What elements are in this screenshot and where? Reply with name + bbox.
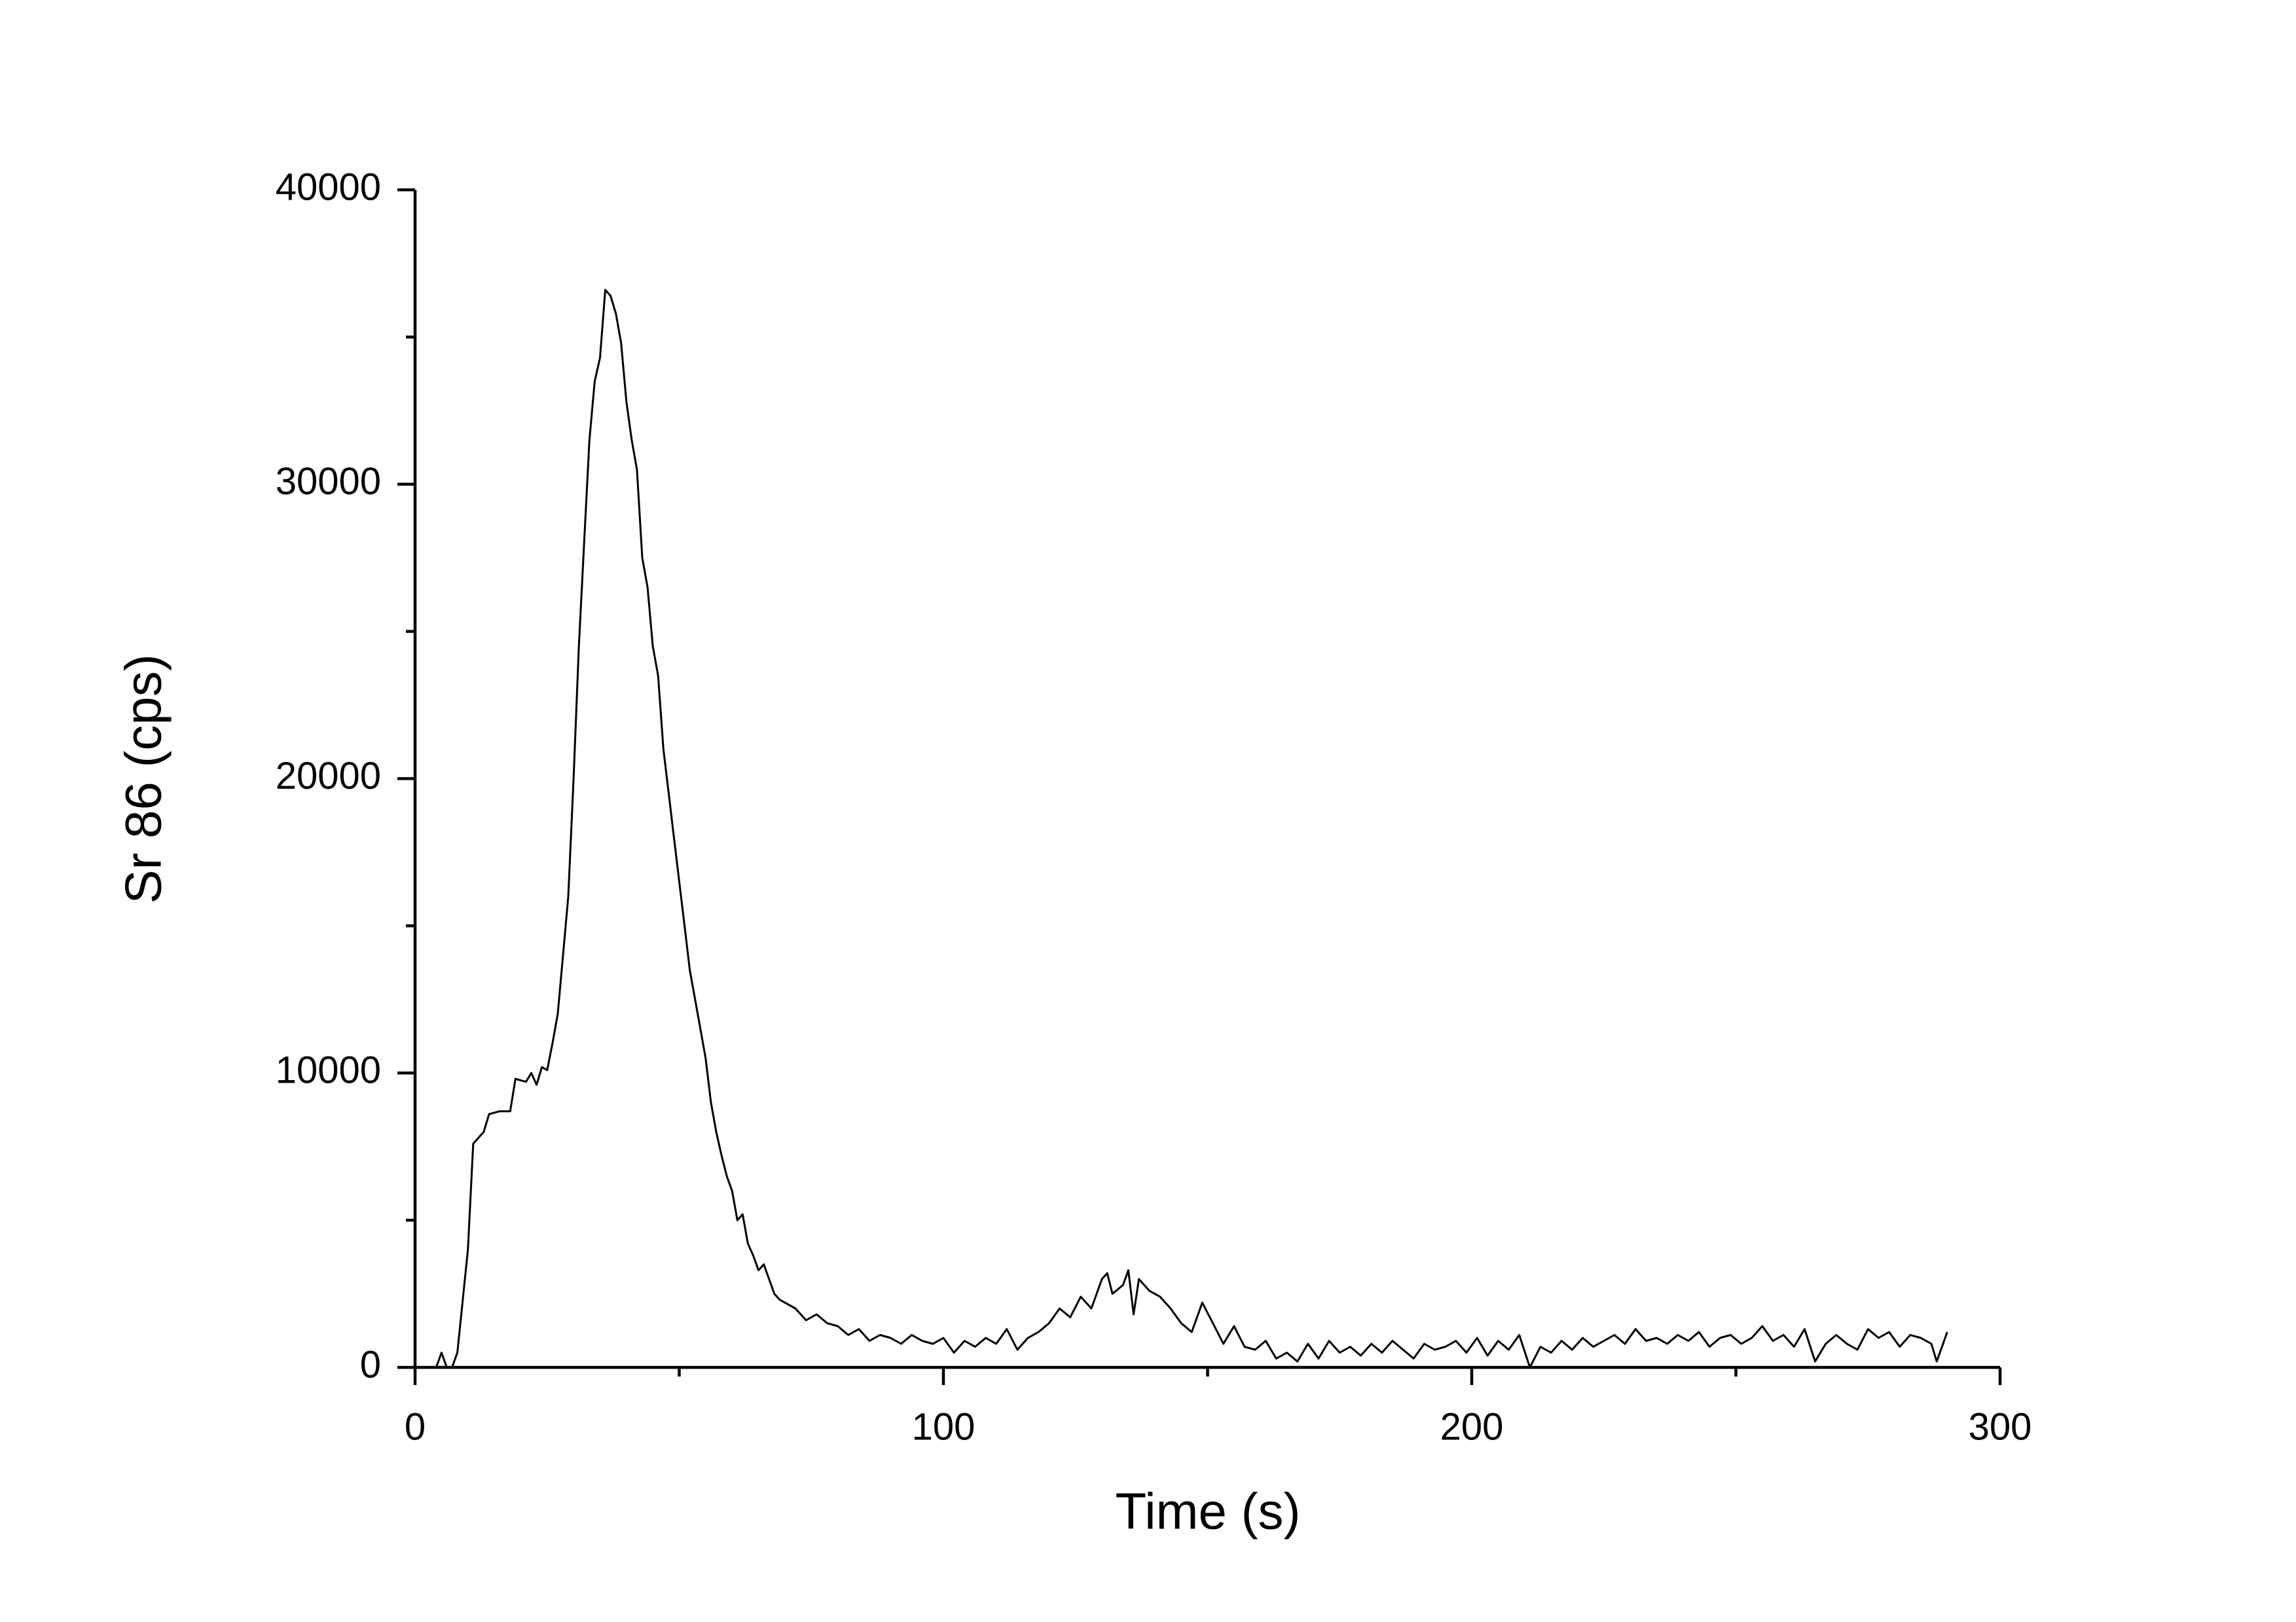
y-tick-label: 30000 bbox=[276, 460, 381, 503]
data-line bbox=[435, 289, 1948, 1369]
x-axis-title: Time (s) bbox=[1115, 1483, 1300, 1540]
y-tick-label: 10000 bbox=[276, 1049, 381, 1092]
y-tick-label: 20000 bbox=[276, 755, 381, 797]
y-tick-label: 40000 bbox=[276, 166, 381, 208]
x-tick-label: 300 bbox=[1969, 1405, 2032, 1448]
x-tick-label: 100 bbox=[912, 1405, 975, 1448]
y-axis-title: Sr 86 (cps) bbox=[115, 654, 172, 903]
x-tick-label: 200 bbox=[1440, 1405, 1504, 1448]
x-tick-label: 0 bbox=[405, 1405, 426, 1448]
y-tick-label: 0 bbox=[360, 1343, 381, 1386]
